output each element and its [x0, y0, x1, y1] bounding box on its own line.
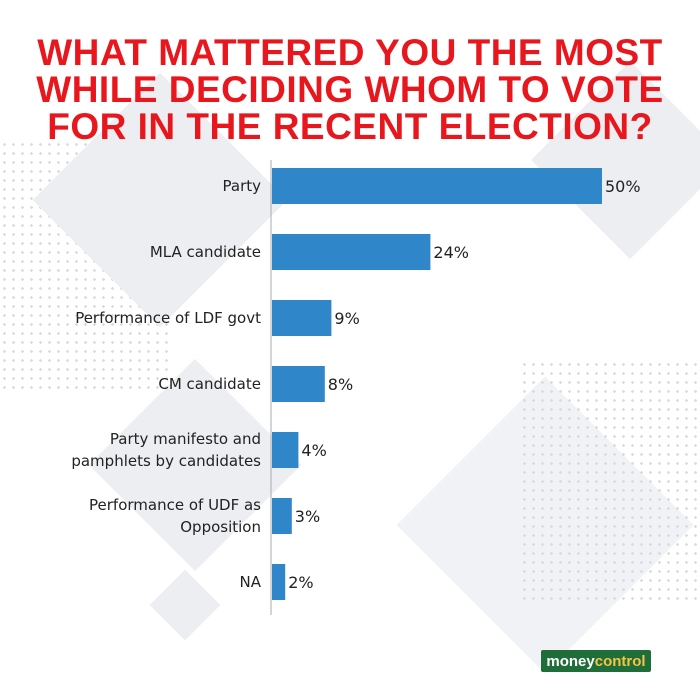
chart-title: WHAT MATTERED YOU THE MOST WHILE DECIDIN… — [0, 34, 700, 145]
category-label: Party — [223, 177, 262, 195]
category-label: MLA candidate — [150, 243, 261, 261]
category-label: NA — [240, 573, 262, 591]
bar — [272, 564, 286, 600]
bar-value-label: 24% — [433, 243, 469, 262]
chart-title-line: WHAT MATTERED YOU THE MOST — [37, 32, 663, 73]
bar — [272, 300, 332, 336]
logo-text-control: control — [594, 652, 646, 670]
chart-title-line: WHILE DECIDING WHOM TO VOTE — [36, 69, 664, 110]
category-label: Performance of UDF as — [89, 496, 261, 514]
bar-value-label: 4% — [301, 441, 326, 460]
bar — [272, 168, 602, 204]
bar-value-label: 2% — [288, 573, 313, 592]
bar — [272, 498, 292, 534]
bar-value-label: 9% — [334, 309, 359, 328]
bar — [272, 366, 325, 402]
category-label: Performance of LDF govt — [75, 309, 261, 327]
logo-text-money: money — [546, 652, 595, 670]
bar-value-label: 50% — [605, 177, 641, 196]
chart-title-line: FOR IN THE RECENT ELECTION? — [47, 106, 653, 147]
category-label: CM candidate — [158, 375, 261, 393]
bar-value-label: 3% — [295, 507, 320, 526]
category-label: Party manifesto and — [110, 430, 261, 448]
category-label: Opposition — [180, 518, 261, 536]
bar — [272, 432, 299, 468]
bar — [272, 234, 431, 270]
bar-value-label: 8% — [328, 375, 353, 394]
category-label: pamphlets by candidates — [71, 452, 261, 470]
moneycontrol-logo: money control — [541, 650, 651, 672]
